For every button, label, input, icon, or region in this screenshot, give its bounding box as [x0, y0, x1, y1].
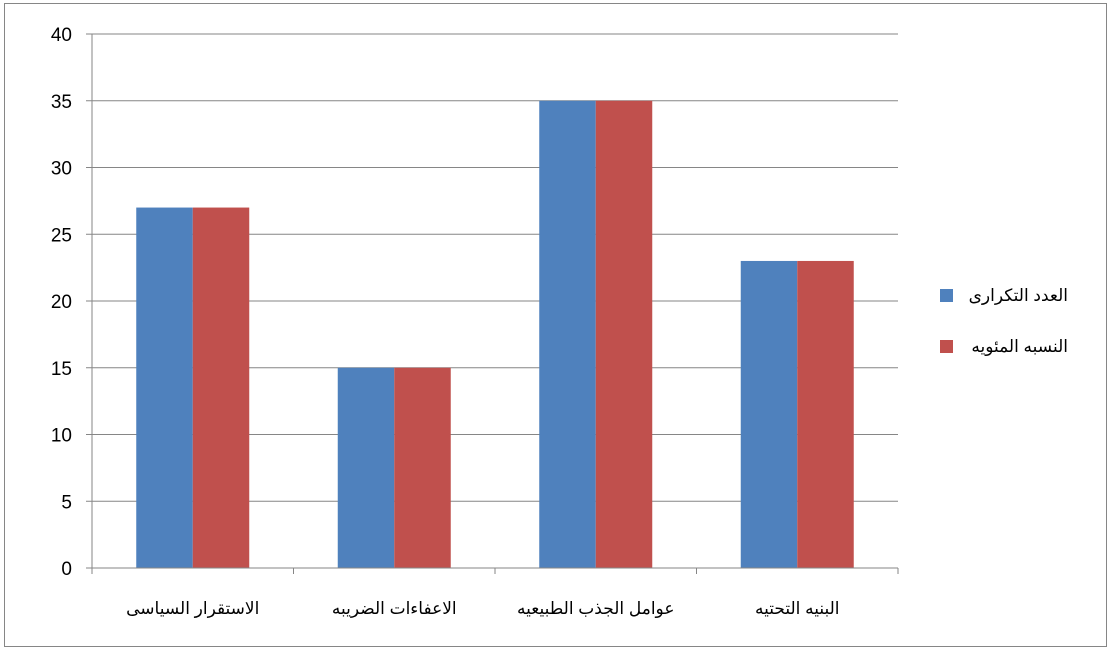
bar-series2	[192, 207, 250, 569]
chart-frame: 0 5 10 15 20 25 30 35 40 الاستقرار السياسى الاعفاء…	[4, 3, 1107, 647]
legend-swatch	[940, 289, 953, 302]
y-tick-label: 0	[61, 559, 72, 580]
legend-label: العدد التكرارى	[969, 286, 1068, 305]
bars	[136, 100, 854, 569]
y-tick-label: 30	[51, 159, 72, 180]
x-category-label: الاعفاءات الضريبه	[332, 599, 457, 618]
axes: 0 5 10 15 20 25 30 35 40 الاستقرار السياسى الاعفاء…	[51, 25, 899, 618]
bar-series2	[394, 367, 451, 568]
bar-series2	[797, 260, 854, 568]
y-tick-label: 40	[51, 25, 72, 46]
bar-series1	[136, 207, 193, 569]
y-tick-label: 10	[51, 426, 72, 447]
y-tick-label: 35	[51, 92, 72, 113]
bar-series2	[595, 100, 653, 568]
bar-series1	[539, 100, 596, 568]
bar-series1	[740, 260, 798, 568]
y-tick-label: 5	[61, 492, 72, 513]
y-tick-label: 25	[51, 225, 72, 246]
y-tick-label: 20	[51, 292, 72, 313]
bar-series1	[337, 367, 395, 568]
y-tick-label: 15	[51, 359, 72, 380]
legend-label: النسبه المئويه	[971, 337, 1068, 356]
legend-swatch	[940, 340, 953, 353]
bar-chart: 0 5 10 15 20 25 30 35 40 الاستقرار السياسى الاعفاء…	[51, 25, 1068, 618]
x-category-label: الاستقرار السياسى	[126, 599, 259, 618]
x-category-label: البنيه التحتيه	[755, 599, 840, 618]
x-category-label: عوامل الجذب الطبيعيه	[517, 599, 674, 618]
legend: العدد التكرارى النسبه المئويه	[940, 286, 1068, 356]
